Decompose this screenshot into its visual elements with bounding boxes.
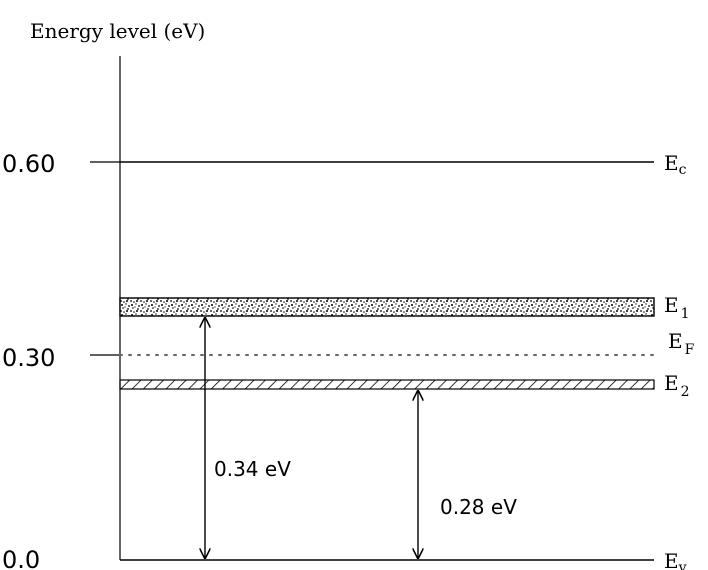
tick-label-030: 0.30 [2, 344, 55, 372]
tick-label-060: 0.60 [2, 150, 55, 178]
arrow-028-label: 0.28 eV [440, 495, 517, 519]
ec-label: Ec [664, 151, 687, 178]
e2-band [119, 379, 655, 390]
ev-label: Ev [664, 549, 687, 570]
chart-title: Energy level (eV) [30, 19, 205, 43]
e1-band [119, 297, 655, 317]
arrow-034-label: 0.34 eV [214, 457, 291, 481]
tick-label-00: 0.0 [2, 546, 40, 570]
